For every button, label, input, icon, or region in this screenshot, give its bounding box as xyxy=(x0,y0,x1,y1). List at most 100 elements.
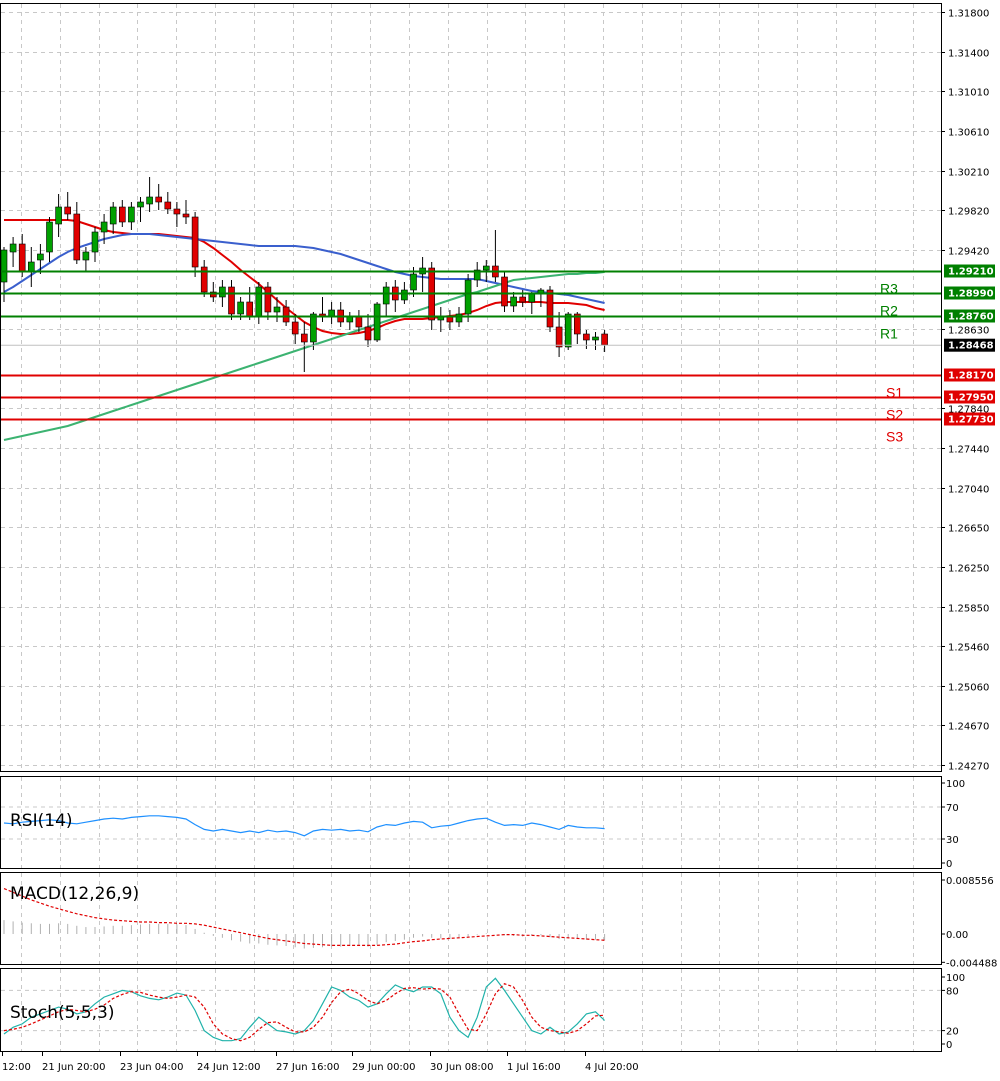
price-tick-label: 1.30610 xyxy=(948,128,989,139)
macd-panel-frame xyxy=(0,872,942,965)
price-tick-label: 1.29820 xyxy=(948,207,989,218)
bullish-candle xyxy=(128,206,135,223)
price-tag-s1 xyxy=(944,368,995,382)
price-tick-label: 1.26250 xyxy=(948,564,989,575)
bullish-candle xyxy=(410,273,417,291)
time-tick-label: 21 Jun 20:00 xyxy=(42,1062,106,1073)
bullish-candle xyxy=(464,279,472,315)
bullish-candle xyxy=(37,253,44,261)
bullish-candle xyxy=(592,336,599,341)
price-tag-text-r2: 1.28990 xyxy=(948,289,994,300)
price-tag-text-r1: 1.28760 xyxy=(948,312,994,323)
bearish-candle xyxy=(573,313,581,335)
bullish-candle xyxy=(310,313,317,343)
bearish-candle xyxy=(73,213,81,261)
stoch-signal-line xyxy=(3,982,605,1042)
rsi-line xyxy=(3,815,605,837)
bullish-candle xyxy=(109,206,117,225)
time-tick-label: 27 Jun 16:00 xyxy=(276,1062,340,1073)
bearish-candle xyxy=(164,201,172,210)
bearish-candle xyxy=(364,326,372,341)
bullish-candle xyxy=(46,221,53,253)
bearish-candle xyxy=(119,206,126,223)
bearish-candle xyxy=(155,196,162,203)
macd-tick-label: -0.004488 xyxy=(946,958,997,969)
macd-signal-line xyxy=(3,888,605,947)
bearish-candle xyxy=(191,216,199,268)
time-tick-label: 4 Jul 20:00 xyxy=(585,1062,639,1073)
time-tick-label: 23 Jun 04:00 xyxy=(120,1062,184,1073)
bearish-candle xyxy=(282,306,290,323)
bearish-candle xyxy=(246,301,253,318)
bearish-candle xyxy=(264,286,272,313)
price-tick-label: 1.27840 xyxy=(948,405,989,416)
bullish-candle xyxy=(255,286,263,318)
bearish-candle xyxy=(546,289,554,328)
current-price-tag xyxy=(944,338,995,352)
bullish-candle xyxy=(55,206,62,225)
current-price-text: 1.28468 xyxy=(948,341,994,352)
bearish-candle xyxy=(519,296,527,303)
stoch-tick-label: 20 xyxy=(946,1027,959,1038)
bullish-candle xyxy=(382,286,390,305)
price-tag-r3 xyxy=(944,264,995,278)
bearish-candle xyxy=(355,316,363,328)
time-tick-label: 30 Jun 08:00 xyxy=(430,1062,494,1073)
time-tick-label: 29 Jun 00:00 xyxy=(352,1062,416,1073)
stoch-tick-label: 100 xyxy=(946,973,965,984)
bullish-candle xyxy=(473,269,481,281)
price-tick-label: 1.31400 xyxy=(948,49,989,60)
bullish-candle xyxy=(346,316,354,323)
time-tick-label: 24 Jun 12:00 xyxy=(197,1062,261,1073)
price-tick-label: 1.30210 xyxy=(948,168,989,179)
price-tag-s3 xyxy=(944,412,995,426)
bearish-candle xyxy=(173,208,181,215)
rsi-indicator: 100 70 30 0 xyxy=(1,779,965,870)
macd-tick-label: 0.00 xyxy=(946,930,968,941)
bearish-candle xyxy=(228,286,235,315)
bullish-candle xyxy=(91,231,99,253)
rsi-tick-label: 30 xyxy=(946,835,959,846)
price-tick-label: 1.25060 xyxy=(948,683,989,694)
bearish-candle xyxy=(64,206,71,215)
bearish-candle xyxy=(300,333,308,343)
bullish-candle xyxy=(482,265,490,271)
stoch-tick-label: 0 xyxy=(946,1040,952,1051)
level-label-s3: S3 xyxy=(886,429,903,445)
time-tick-label: 1 Jul 16:00 xyxy=(507,1062,561,1073)
bullish-candle xyxy=(100,221,108,233)
bullish-candle xyxy=(0,249,8,283)
bearish-candle xyxy=(555,326,563,348)
price-tick-label: 1.29420 xyxy=(948,247,989,258)
price-tick-label: 1.25460 xyxy=(948,643,989,654)
macd-label: MACD(12,26,9) xyxy=(10,884,139,904)
price-tick-label: 1.31800 xyxy=(948,9,989,20)
bearish-candle xyxy=(501,276,508,307)
price-tick-label: 1.26650 xyxy=(948,524,989,535)
price-panel-frame xyxy=(0,3,942,772)
stoch-label: Stoch(5,5,3) xyxy=(10,1003,115,1023)
bullish-candle xyxy=(455,313,463,323)
bullish-candle xyxy=(528,293,536,303)
price-tags: 1.28760 1.28990 1.29210 1.28170 1.27950 1.277… xyxy=(1,264,995,426)
rsi-label: RSI(14) xyxy=(10,811,73,831)
rsi-tick-label: 0 xyxy=(946,859,952,870)
bullish-candle xyxy=(564,313,572,348)
price-tag-text-r3: 1.29210 xyxy=(948,267,994,278)
rsi-panel-frame xyxy=(0,776,942,869)
macd-tick-label: 0.008556 xyxy=(946,876,994,887)
bearish-candle xyxy=(446,316,454,323)
rsi-tick-label: 70 xyxy=(946,803,959,814)
price-axis: 1.31800 1.31400 1.31010 1.30610 1.30210 1.298… xyxy=(941,9,989,773)
price-tag-r2 xyxy=(944,286,995,300)
bullish-candle xyxy=(510,296,517,307)
bearish-candle xyxy=(182,213,190,218)
stoch-main-line xyxy=(3,977,606,1042)
price-tick-label: 1.24670 xyxy=(948,722,989,733)
price-tick-label: 1.27040 xyxy=(948,485,989,496)
price-tick-label: 1.27440 xyxy=(948,445,989,456)
